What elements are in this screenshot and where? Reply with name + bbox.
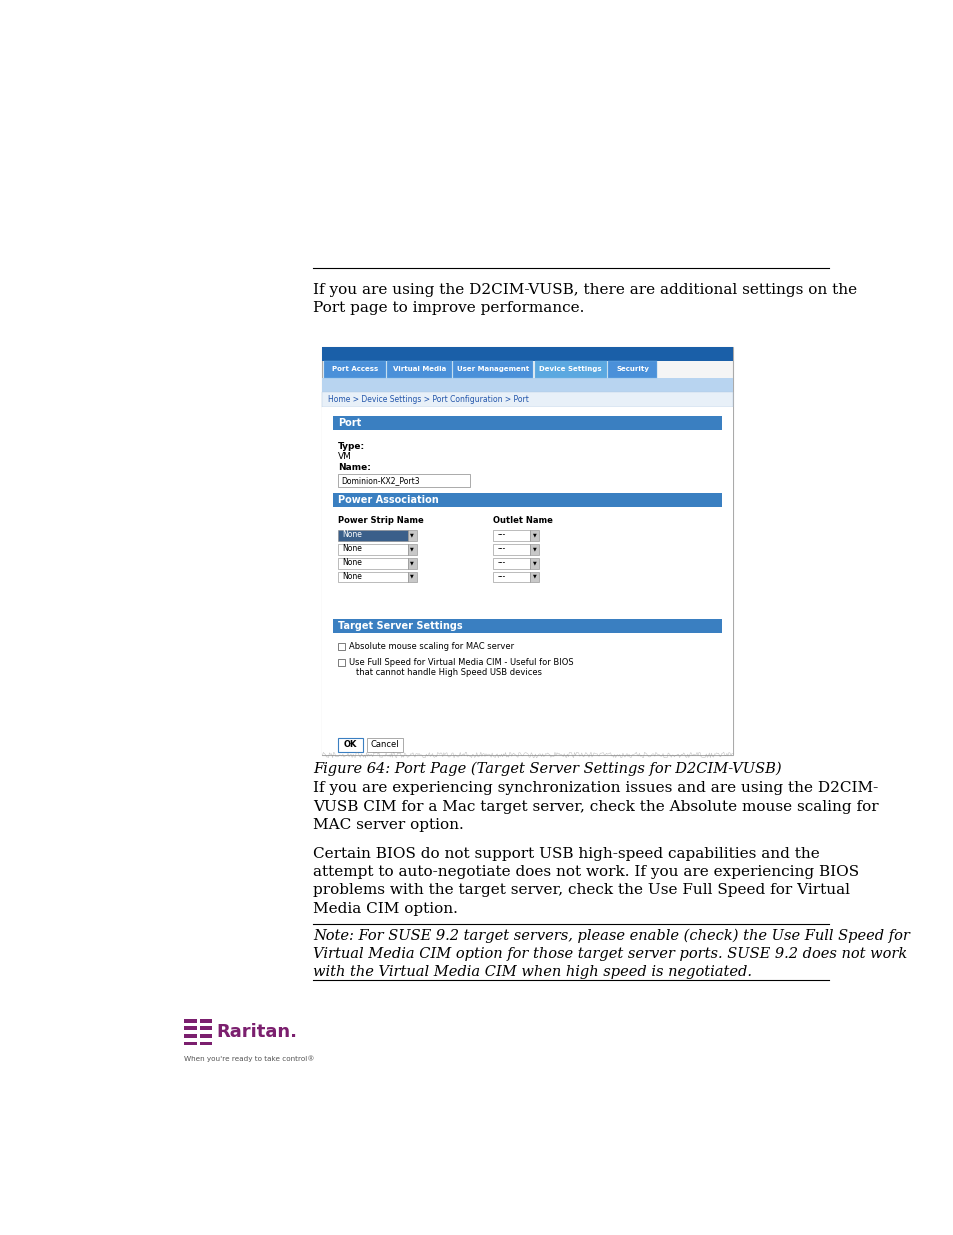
- FancyBboxPatch shape: [322, 347, 732, 755]
- FancyBboxPatch shape: [184, 1026, 196, 1030]
- Text: Use Full Speed for Virtual Media CIM - Useful for BIOS: Use Full Speed for Virtual Media CIM - U…: [348, 658, 573, 667]
- Text: ▼: ▼: [410, 559, 414, 564]
- FancyBboxPatch shape: [530, 530, 538, 541]
- Text: Absolute mouse scaling for MAC server: Absolute mouse scaling for MAC server: [348, 642, 514, 651]
- FancyBboxPatch shape: [323, 361, 385, 378]
- FancyBboxPatch shape: [530, 558, 538, 568]
- Text: None: None: [342, 558, 362, 567]
- Text: Power Association: Power Association: [337, 495, 438, 505]
- Text: ▼: ▼: [410, 546, 414, 551]
- FancyBboxPatch shape: [337, 572, 407, 583]
- Text: VM: VM: [337, 452, 352, 462]
- Text: ---: ---: [497, 558, 505, 567]
- Text: When you're ready to take control®: When you're ready to take control®: [184, 1055, 314, 1062]
- Text: Dominion-KX2_Port3: Dominion-KX2_Port3: [340, 477, 419, 485]
- Text: ▼: ▼: [532, 546, 536, 551]
- FancyBboxPatch shape: [199, 1034, 212, 1037]
- Text: OK: OK: [343, 741, 356, 750]
- Text: Virtual Media: Virtual Media: [393, 367, 446, 372]
- FancyBboxPatch shape: [387, 361, 452, 378]
- Text: If you are using the D2CIM-VUSB, there are additional settings on the
Port page : If you are using the D2CIM-VUSB, there a…: [313, 283, 856, 315]
- Text: ▼: ▼: [532, 559, 536, 564]
- Text: Device Settings: Device Settings: [538, 367, 601, 372]
- Text: User Management: User Management: [456, 367, 529, 372]
- FancyBboxPatch shape: [493, 530, 530, 541]
- FancyBboxPatch shape: [322, 391, 732, 406]
- FancyBboxPatch shape: [333, 619, 721, 632]
- FancyBboxPatch shape: [407, 543, 416, 555]
- Text: Cancel: Cancel: [371, 741, 399, 750]
- FancyBboxPatch shape: [367, 739, 402, 752]
- Text: Port: Port: [337, 419, 360, 429]
- FancyBboxPatch shape: [184, 1034, 196, 1037]
- FancyBboxPatch shape: [493, 543, 530, 555]
- Text: Outlet Name: Outlet Name: [493, 516, 552, 525]
- Text: Raritan.: Raritan.: [215, 1023, 296, 1041]
- FancyBboxPatch shape: [199, 1041, 212, 1046]
- FancyBboxPatch shape: [493, 558, 530, 568]
- FancyBboxPatch shape: [333, 493, 721, 508]
- Text: Name:: Name:: [337, 463, 371, 472]
- Text: Figure 64: Port Page (Target Server Settings for D2CIM-VUSB): Figure 64: Port Page (Target Server Sett…: [313, 761, 781, 776]
- Text: Note: For SUSE 9.2 target servers, please enable (check) the Use Full Speed for
: Note: For SUSE 9.2 target servers, pleas…: [313, 929, 909, 979]
- Text: None: None: [342, 572, 362, 580]
- FancyBboxPatch shape: [530, 572, 538, 583]
- Text: ▼: ▼: [410, 532, 414, 537]
- FancyBboxPatch shape: [337, 739, 362, 752]
- FancyBboxPatch shape: [453, 361, 533, 378]
- FancyBboxPatch shape: [493, 572, 530, 583]
- Text: None: None: [342, 545, 362, 553]
- Text: ---: ---: [497, 572, 505, 580]
- FancyBboxPatch shape: [322, 406, 732, 755]
- Text: Certain BIOS do not support USB high-speed capabilities and the
attempt to auto-: Certain BIOS do not support USB high-spe…: [313, 846, 859, 916]
- FancyBboxPatch shape: [184, 1041, 196, 1046]
- Text: If you are experiencing synchronization issues and are using the D2CIM-
VUSB CIM: If you are experiencing synchronization …: [313, 782, 878, 832]
- Text: Target Server Settings: Target Server Settings: [337, 621, 462, 631]
- FancyBboxPatch shape: [199, 1026, 212, 1030]
- FancyBboxPatch shape: [337, 658, 344, 666]
- FancyBboxPatch shape: [322, 347, 732, 361]
- FancyBboxPatch shape: [608, 361, 657, 378]
- FancyBboxPatch shape: [337, 530, 407, 541]
- Text: Type:: Type:: [337, 442, 365, 451]
- Text: ---: ---: [497, 530, 505, 540]
- Text: ---: ---: [497, 545, 505, 553]
- FancyBboxPatch shape: [184, 1019, 196, 1023]
- Text: that cannot handle High Speed USB devices: that cannot handle High Speed USB device…: [356, 668, 542, 677]
- FancyBboxPatch shape: [337, 474, 469, 487]
- FancyBboxPatch shape: [337, 558, 407, 568]
- Text: Security: Security: [616, 367, 648, 372]
- FancyBboxPatch shape: [322, 378, 732, 391]
- Text: None: None: [342, 530, 362, 540]
- Text: ▼: ▼: [532, 532, 536, 537]
- FancyBboxPatch shape: [337, 643, 344, 651]
- Text: ▼: ▼: [410, 574, 414, 579]
- FancyBboxPatch shape: [407, 530, 416, 541]
- Text: ▼: ▼: [532, 574, 536, 579]
- FancyBboxPatch shape: [534, 361, 606, 378]
- Text: Home > Device Settings > Port Configuration > Port: Home > Device Settings > Port Configurat…: [328, 395, 529, 404]
- FancyBboxPatch shape: [333, 416, 721, 430]
- FancyBboxPatch shape: [530, 543, 538, 555]
- Text: Port Access: Port Access: [332, 367, 377, 372]
- FancyBboxPatch shape: [407, 558, 416, 568]
- FancyBboxPatch shape: [199, 1019, 212, 1023]
- FancyBboxPatch shape: [407, 572, 416, 583]
- Text: Power Strip Name: Power Strip Name: [337, 516, 423, 525]
- FancyBboxPatch shape: [337, 543, 407, 555]
